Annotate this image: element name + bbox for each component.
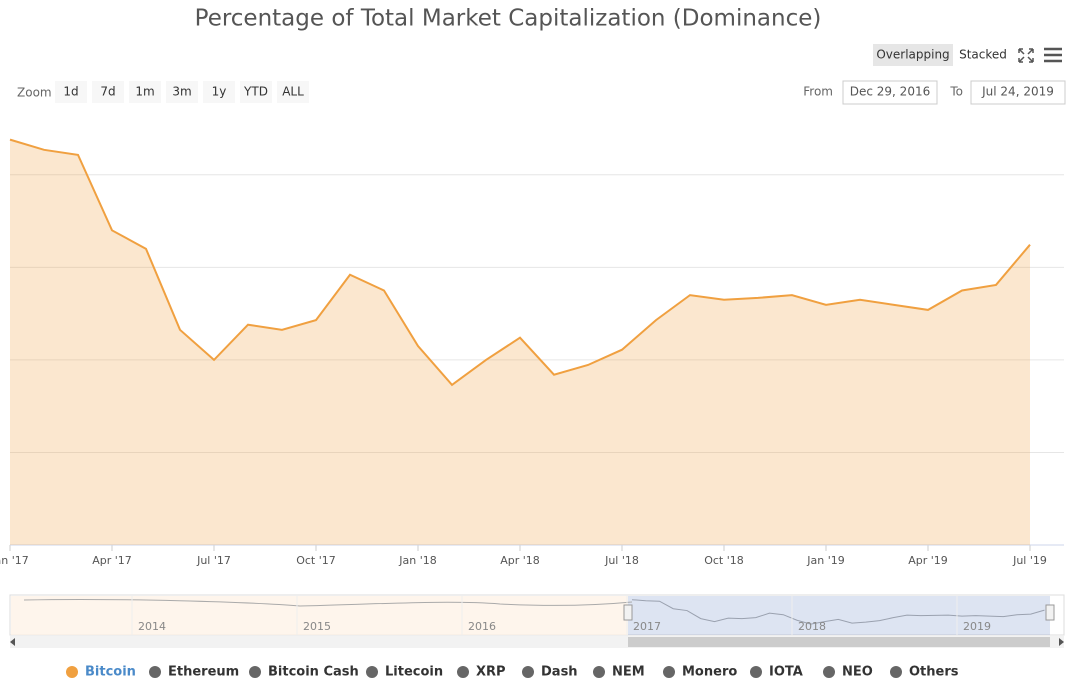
zoom-button[interactable]: ALL: [282, 85, 304, 99]
zoom-label: Zoom: [17, 86, 52, 100]
x-tick-label: Jul '19: [1012, 554, 1047, 567]
legend-label[interactable]: Monero: [682, 665, 737, 680]
zoom-button[interactable]: 7d: [100, 85, 115, 99]
navigator-mask-left[interactable]: [11, 596, 628, 635]
from-value[interactable]: Dec 29, 2016: [850, 85, 930, 99]
legend-item[interactable]: NEO: [823, 665, 873, 680]
legend-item[interactable]: IOTA: [750, 665, 803, 680]
legend-label[interactable]: Litecoin: [385, 665, 443, 680]
x-tick-label: Oct '18: [704, 554, 744, 567]
mode-button[interactable]: Overlapping: [876, 48, 949, 62]
navigator-history: [23, 598, 633, 607]
zoom-button-bg[interactable]: [166, 81, 198, 103]
scrollbar-thumb[interactable]: [628, 637, 1050, 647]
zoom-button-bg[interactable]: [203, 81, 235, 103]
legend-item[interactable]: XRP: [457, 665, 506, 680]
x-tick-label: Jan '19: [806, 554, 844, 567]
menu-icon[interactable]: [1044, 47, 1062, 63]
zoom-button-bg[interactable]: [92, 81, 124, 103]
legend-item[interactable]: NEM: [593, 665, 645, 680]
legend-marker[interactable]: [366, 666, 378, 678]
zoom-button[interactable]: YTD: [243, 85, 268, 99]
zoom-button[interactable]: 3m: [172, 85, 191, 99]
zoom-button-bg[interactable]: [129, 81, 161, 103]
x-tick-label: Apr '19: [908, 554, 948, 567]
to-label: To: [949, 85, 963, 99]
x-tick-label: Jul '17: [196, 554, 231, 567]
navigator-handle[interactable]: [1045, 604, 1055, 621]
legend-item[interactable]: Ethereum: [149, 665, 239, 680]
legend-item[interactable]: Bitcoin Cash: [249, 665, 359, 680]
area: [10, 139, 1030, 545]
navigator-label: 2014: [138, 620, 166, 633]
legend-marker[interactable]: [149, 666, 161, 678]
legend-marker[interactable]: [823, 666, 835, 678]
legend-marker[interactable]: [522, 666, 534, 678]
legend-item[interactable]: Dash: [522, 665, 578, 680]
legend-label[interactable]: XRP: [476, 665, 506, 680]
legend-marker[interactable]: [249, 666, 261, 678]
to-input[interactable]: [970, 80, 1066, 105]
navigator-label: 2016: [468, 620, 496, 633]
zoom-button-bg[interactable]: [55, 81, 87, 103]
legend-item[interactable]: Monero: [663, 665, 737, 680]
x-tick-label: Jan '17: [0, 554, 29, 567]
x-tick-label: Apr '18: [500, 554, 540, 567]
legend-marker[interactable]: [750, 666, 762, 678]
legend-marker[interactable]: [66, 666, 78, 678]
legend-label[interactable]: Dash: [541, 665, 578, 680]
fullscreen-icon[interactable]: [1018, 48, 1034, 63]
legend-item[interactable]: Others: [890, 665, 959, 680]
zoom-button-bg[interactable]: [240, 81, 272, 103]
chart-title: Percentage of Total Market Capitalizatio…: [195, 6, 822, 32]
mode-button[interactable]: Stacked: [959, 48, 1007, 62]
from-label: From: [803, 85, 833, 99]
legend-marker[interactable]: [457, 666, 469, 678]
legend-label[interactable]: Others: [909, 665, 959, 680]
legend-label[interactable]: Ethereum: [168, 665, 239, 680]
navigator-label: 2018: [798, 620, 826, 633]
zoom-button-bg[interactable]: [277, 81, 309, 103]
legend-label[interactable]: Bitcoin Cash: [268, 665, 359, 680]
x-tick-label: Jul '18: [604, 554, 639, 567]
x-tick-label: Oct '17: [296, 554, 336, 567]
plot-area: [10, 135, 1064, 545]
to-value[interactable]: Jul 24, 2019: [981, 85, 1054, 99]
zoom-button[interactable]: 1y: [212, 85, 227, 99]
from-input[interactable]: [842, 80, 938, 105]
legend-marker[interactable]: [663, 666, 675, 678]
navigator-handle[interactable]: [623, 604, 633, 621]
zoom-button[interactable]: 1d: [63, 85, 78, 99]
legend-marker[interactable]: [890, 666, 902, 678]
navigator-label: 2019: [963, 620, 991, 633]
navigator-line: [631, 599, 1045, 625]
legend-label[interactable]: IOTA: [769, 665, 803, 680]
navigator-selection[interactable]: [628, 596, 1050, 635]
mode-button-bg[interactable]: [873, 44, 953, 66]
legend-label[interactable]: NEM: [612, 665, 645, 680]
legend-label[interactable]: NEO: [842, 665, 873, 680]
legend-item[interactable]: Litecoin: [366, 665, 443, 680]
legend-item[interactable]: Bitcoin: [66, 665, 136, 680]
navigator-label: 2017: [633, 620, 661, 633]
legend-label[interactable]: Bitcoin: [85, 665, 136, 680]
zoom-button[interactable]: 1m: [135, 85, 154, 99]
x-tick-label: Apr '17: [92, 554, 132, 567]
line: [9, 138, 1031, 387]
legend-marker[interactable]: [593, 666, 605, 678]
x-tick-label: Jan '18: [398, 554, 436, 567]
navigator-label: 2015: [303, 620, 331, 633]
